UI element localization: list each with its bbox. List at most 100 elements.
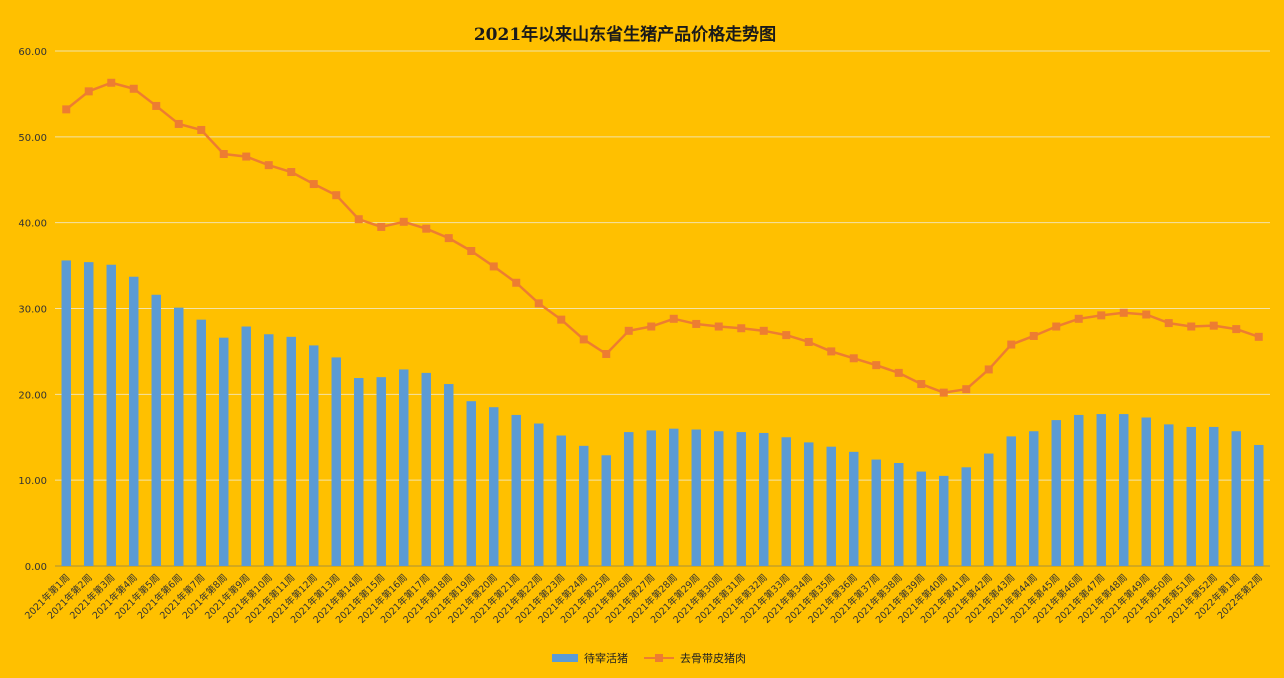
bar <box>781 437 791 566</box>
bar <box>1006 436 1016 566</box>
y-tick-label: 40.00 <box>18 219 47 230</box>
bar <box>286 336 296 566</box>
line-point <box>197 125 206 134</box>
line-point <box>624 326 633 335</box>
bar <box>624 432 634 566</box>
line-point <box>534 299 543 308</box>
chart-title: 2021年以来山东省生猪产品价格走势图 <box>473 25 777 45</box>
bar <box>444 384 454 566</box>
line-point <box>287 168 296 177</box>
bar <box>826 446 836 566</box>
y-tick-label: 10.00 <box>18 476 47 487</box>
bar <box>1074 414 1084 566</box>
bar <box>691 429 701 566</box>
line-point <box>1209 321 1218 330</box>
line-point <box>692 319 701 328</box>
bar <box>511 414 521 566</box>
line-point <box>1074 314 1083 323</box>
bar <box>421 372 431 566</box>
line-point <box>219 150 228 158</box>
bar <box>759 432 769 566</box>
line-point <box>939 388 948 397</box>
line-point <box>489 262 498 271</box>
line-point <box>917 380 926 389</box>
bar <box>894 463 904 566</box>
bar <box>939 475 949 566</box>
line-point <box>377 222 386 231</box>
line-point <box>399 217 408 226</box>
bar <box>264 334 274 566</box>
line-point <box>872 361 881 370</box>
line-point <box>332 191 341 200</box>
bar <box>106 264 116 566</box>
line-point <box>1029 331 1038 340</box>
bar <box>61 260 71 566</box>
line-point <box>512 278 521 287</box>
bar <box>309 345 319 566</box>
line-point <box>647 322 656 331</box>
bar <box>736 432 746 566</box>
y-tick-label: 30.00 <box>18 305 47 316</box>
line-point <box>827 347 836 356</box>
bar <box>399 369 409 566</box>
line-point <box>129 84 138 93</box>
line-point <box>444 234 453 243</box>
line-point <box>1254 332 1263 341</box>
bar <box>84 262 94 566</box>
line-point <box>174 119 183 128</box>
line-point <box>422 224 431 233</box>
bar <box>1141 417 1151 566</box>
line-point <box>1187 322 1196 331</box>
line-point <box>1142 310 1151 319</box>
legend-line-swatch <box>644 653 674 663</box>
line-point <box>1164 319 1173 328</box>
line-point <box>1052 322 1061 331</box>
bar <box>174 307 184 566</box>
bar <box>961 467 971 566</box>
legend-item-bar: 待宰活猪 <box>552 650 628 666</box>
line-point <box>602 349 611 358</box>
bar <box>466 401 476 566</box>
bar <box>489 407 499 566</box>
bar <box>241 326 251 566</box>
bar <box>151 294 161 566</box>
legend-label-bar: 待宰活猪 <box>584 652 628 665</box>
bar <box>1051 420 1061 566</box>
line-point <box>557 315 566 324</box>
bar <box>534 423 544 566</box>
bar <box>556 435 566 566</box>
line-point <box>1097 311 1106 320</box>
bar <box>1164 424 1174 566</box>
bar <box>1186 426 1196 566</box>
y-tick-label: 20.00 <box>18 390 47 401</box>
line-point <box>714 322 723 331</box>
line-point <box>309 180 318 189</box>
line-point <box>467 246 476 255</box>
line-point <box>107 78 116 87</box>
bar <box>871 459 881 566</box>
legend-item-line: 去骨带皮猪肉 <box>644 650 746 666</box>
line-point <box>354 215 363 224</box>
line-point <box>849 354 858 363</box>
bar <box>129 276 139 566</box>
bar <box>804 442 814 566</box>
line-point <box>1119 308 1128 317</box>
bar <box>1254 444 1264 566</box>
line-point <box>242 152 251 161</box>
line-point <box>1007 340 1016 349</box>
bar <box>714 431 724 566</box>
line-point <box>759 326 768 335</box>
line-point <box>894 368 903 377</box>
bar <box>219 337 229 566</box>
line-point <box>264 161 273 170</box>
legend-label-line: 去骨带皮猪肉 <box>680 652 746 665</box>
y-tick-label: 50.00 <box>18 133 47 144</box>
line-point <box>984 365 993 374</box>
y-tick-label: 60.00 <box>18 47 47 58</box>
bar <box>1029 431 1039 566</box>
bar <box>331 357 341 566</box>
bar <box>376 377 386 566</box>
bar <box>669 428 679 566</box>
